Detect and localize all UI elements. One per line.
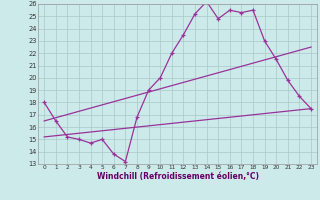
- X-axis label: Windchill (Refroidissement éolien,°C): Windchill (Refroidissement éolien,°C): [97, 172, 259, 181]
